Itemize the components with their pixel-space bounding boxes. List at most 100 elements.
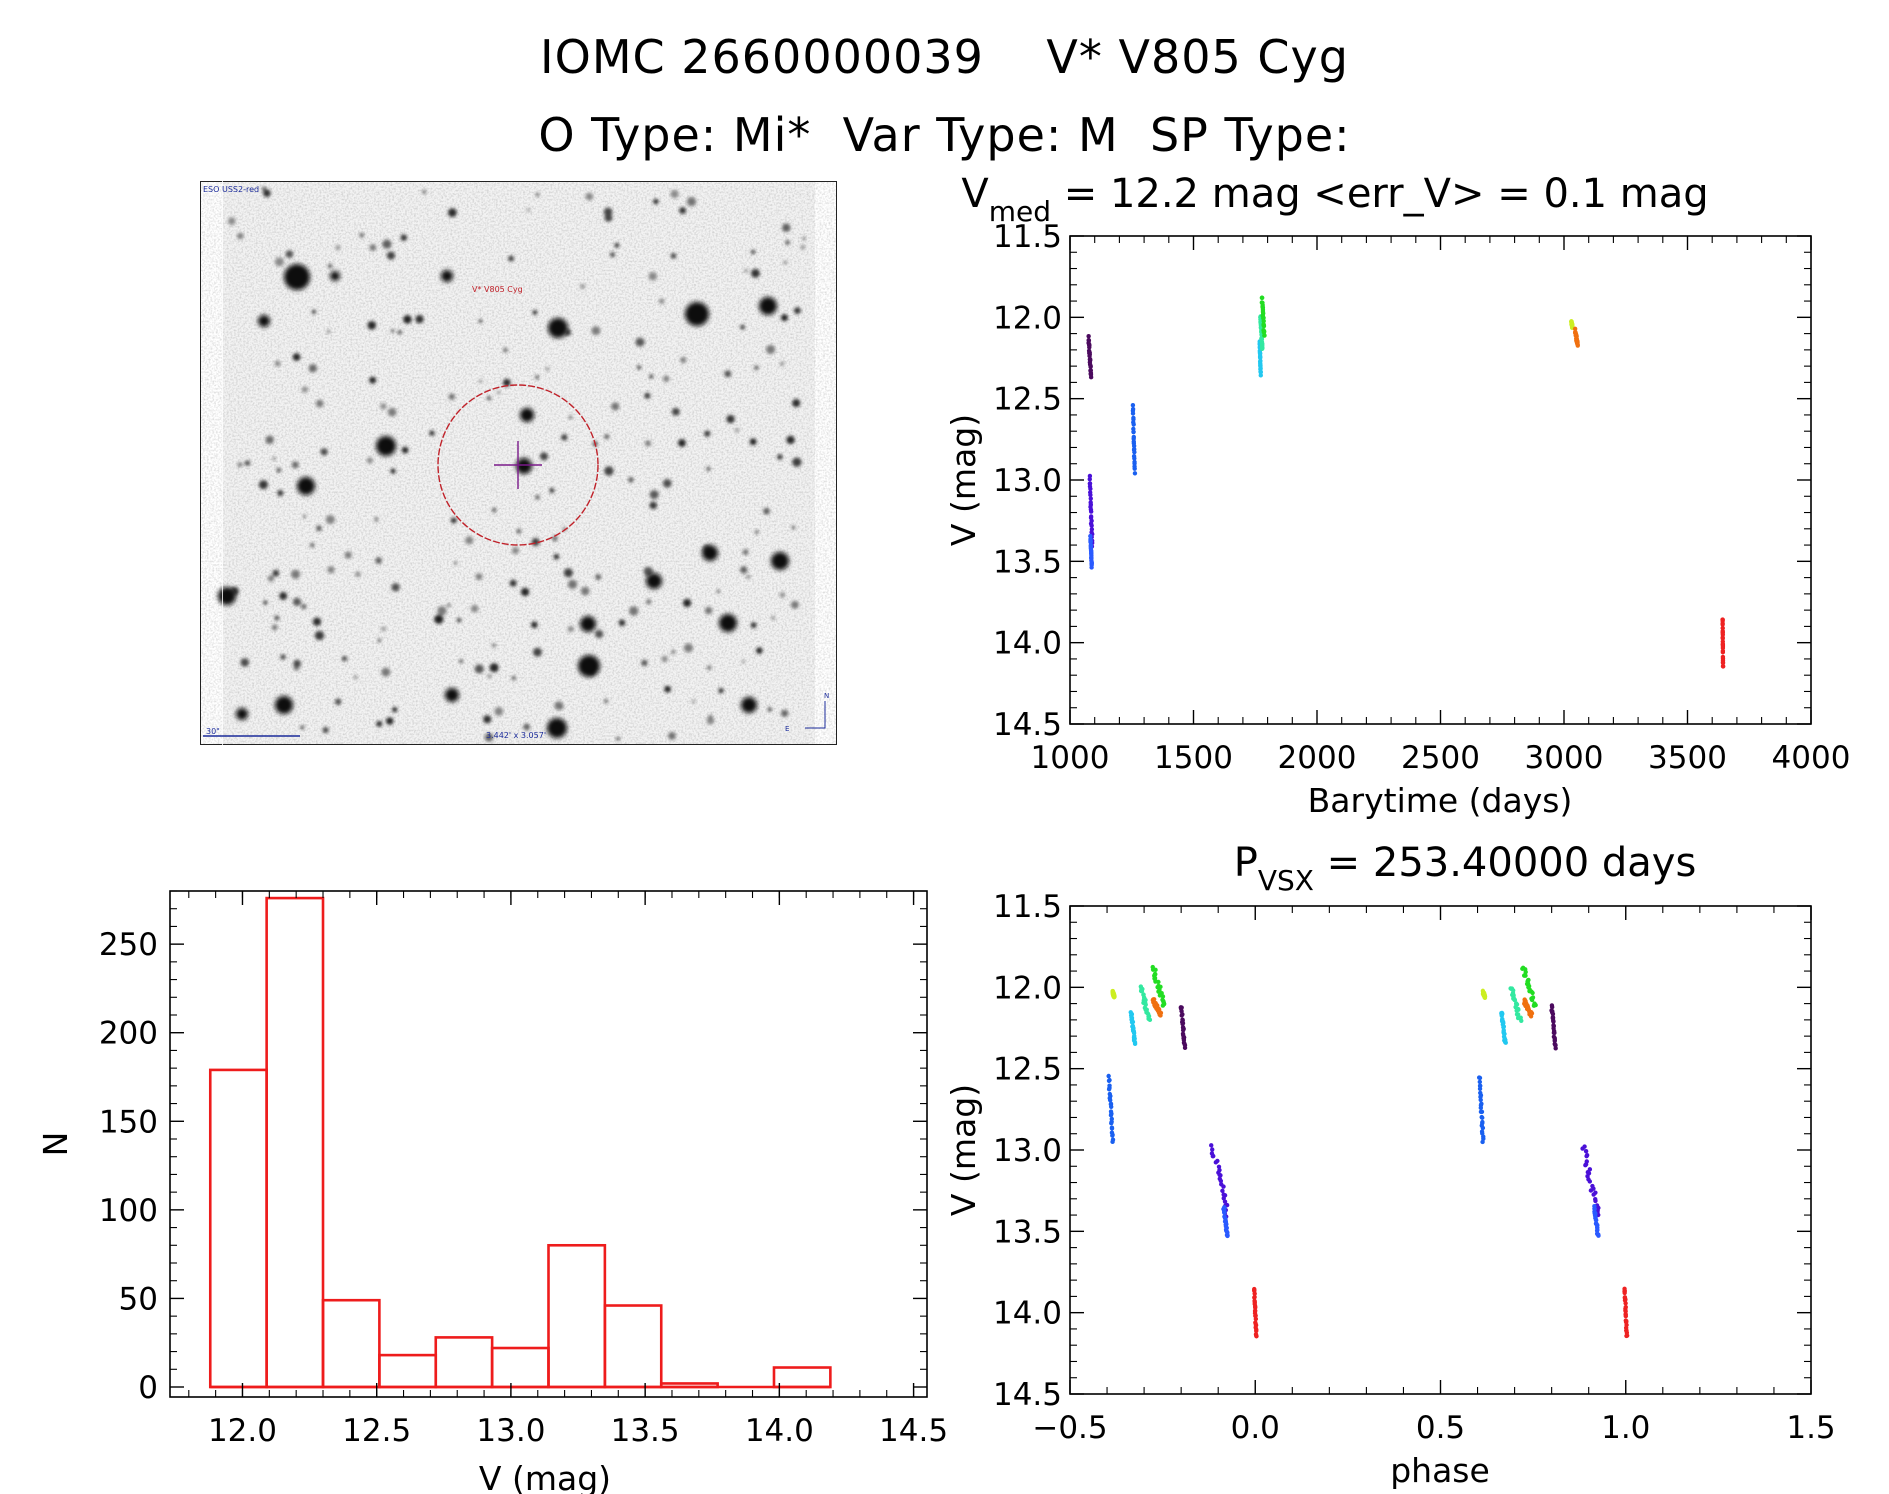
ph-point	[1479, 1109, 1485, 1115]
ph-xtick-label: 0.0	[1231, 1410, 1280, 1446]
ph-point	[1160, 994, 1166, 999]
ph-ylabel: V (mag)	[944, 1084, 983, 1216]
lc-point	[1132, 471, 1138, 476]
star	[706, 466, 711, 471]
star	[724, 370, 732, 378]
lc-ytick-label: 12.5	[993, 382, 1062, 418]
star	[618, 619, 626, 627]
lc-ytick-label: 12.0	[993, 300, 1062, 336]
star	[664, 685, 671, 693]
star	[791, 525, 796, 530]
ph-point	[1583, 1163, 1588, 1168]
lc-point	[1087, 473, 1093, 479]
lc-point	[1575, 343, 1580, 348]
star	[539, 452, 548, 461]
star	[516, 528, 522, 534]
lc-xtick-label: 3500	[1648, 740, 1727, 776]
bright-star	[741, 697, 757, 713]
star	[746, 574, 751, 579]
hist-ytick-label: 150	[99, 1104, 158, 1140]
ph-ytick-label: 13.5	[993, 1214, 1062, 1250]
hist-bar	[321, 1298, 381, 1389]
star	[386, 251, 396, 260]
hist-xtick-label: 12.0	[208, 1413, 277, 1449]
star	[502, 347, 508, 353]
ph-ytick-label: 13.0	[993, 1133, 1062, 1169]
bright-star	[578, 655, 600, 677]
hist-ylabel: N	[36, 1132, 75, 1157]
ph-point	[1222, 1210, 1227, 1215]
star	[434, 614, 444, 624]
star	[401, 446, 409, 454]
star	[603, 698, 609, 704]
star	[258, 480, 268, 490]
star	[344, 551, 352, 559]
star	[523, 723, 531, 731]
lc-point	[1132, 466, 1137, 471]
star	[561, 434, 568, 441]
star	[280, 654, 286, 660]
star	[533, 647, 542, 657]
ph-point	[1587, 1179, 1593, 1184]
star	[637, 365, 642, 370]
ph-point	[1593, 1217, 1599, 1223]
compass	[805, 701, 826, 729]
lc-point	[1088, 486, 1093, 492]
lc-point	[1258, 366, 1263, 371]
star	[671, 650, 676, 655]
star	[465, 536, 474, 545]
ph-point	[1523, 973, 1528, 978]
star	[635, 337, 645, 347]
ph-point	[1478, 1097, 1483, 1103]
star	[610, 252, 615, 258]
ph-point	[1482, 995, 1488, 1001]
lc-point	[1088, 374, 1094, 380]
background-stars	[227, 186, 806, 742]
ph-point	[1152, 975, 1158, 981]
ph-point	[1549, 1004, 1555, 1010]
star	[568, 415, 573, 419]
star	[628, 477, 634, 483]
star	[380, 403, 387, 410]
star	[511, 675, 517, 681]
lc-point	[1262, 333, 1267, 338]
star	[502, 378, 511, 387]
ph-point	[1132, 1041, 1138, 1047]
lc-point	[1086, 334, 1091, 339]
star	[265, 435, 274, 445]
lc-point	[1720, 636, 1725, 641]
star	[552, 535, 558, 542]
star	[385, 717, 394, 725]
ph-ytick-label: 14.0	[993, 1296, 1062, 1332]
star	[549, 488, 555, 494]
star	[616, 736, 620, 741]
fov-label: 3.442' x 3.057'	[486, 731, 546, 740]
ph-point	[1179, 1013, 1184, 1018]
star	[450, 517, 457, 524]
ph-xtick-label: 1.5	[1786, 1410, 1835, 1446]
ph-point	[1138, 988, 1144, 994]
ph-ytick-label: 12.5	[993, 1052, 1062, 1088]
ph-point	[1623, 1313, 1629, 1319]
star	[459, 659, 464, 664]
ph-point	[1553, 1046, 1558, 1051]
ph-point	[1221, 1184, 1226, 1189]
ph-point	[1180, 1020, 1186, 1026]
ph-point	[1583, 1149, 1589, 1154]
ph-frame	[1069, 905, 1812, 1395]
ph-ytick-label: 11.5	[993, 889, 1062, 925]
phased-curve-panel: PVSX = 253.40000 days 11.5 12.0 12.5 13.0 13…	[944, 840, 1836, 1490]
finding-chart-image: ESO USS2-red V* V805 Cyg 30" 3.442' x 3.…	[200, 181, 837, 745]
star	[532, 310, 538, 315]
hist-frame	[169, 890, 928, 1398]
ph-point	[1218, 1173, 1223, 1178]
star	[683, 598, 692, 608]
lc-point	[1720, 622, 1725, 627]
lc-ytick-label: 11.5	[993, 219, 1062, 255]
target-crosshair	[494, 441, 542, 489]
star	[277, 490, 284, 497]
star	[782, 223, 791, 232]
ph-point	[1110, 1139, 1115, 1145]
star	[475, 573, 483, 581]
star	[783, 260, 788, 265]
